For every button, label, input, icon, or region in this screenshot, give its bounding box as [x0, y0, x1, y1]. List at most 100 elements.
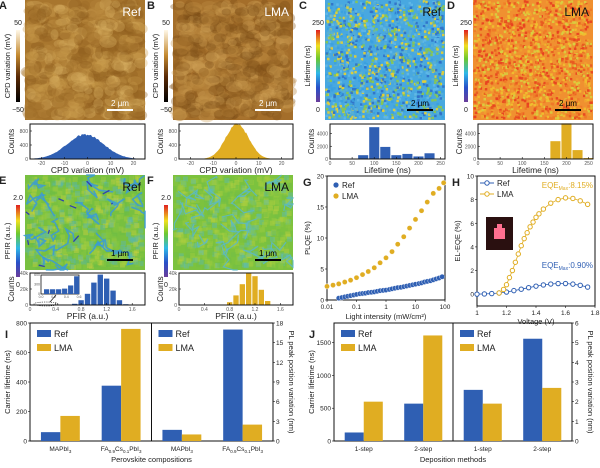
pixel	[545, 96, 549, 100]
pixel	[583, 0, 587, 4]
pixel	[331, 23, 335, 26]
pixel	[429, 96, 432, 99]
grain	[99, 109, 108, 118]
pixel	[408, 90, 411, 94]
pixel	[510, 103, 514, 106]
pixel	[427, 51, 431, 54]
pixel	[367, 72, 371, 75]
grain	[26, 18, 42, 31]
pixel	[555, 97, 559, 100]
pixel	[495, 63, 499, 67]
grain	[124, 96, 141, 110]
grain	[40, 82, 54, 92]
pixel	[380, 5, 384, 9]
pixel	[553, 31, 556, 35]
grain	[51, 95, 68, 109]
grain	[103, 82, 113, 90]
pixel	[436, 28, 440, 31]
grain	[85, 80, 101, 90]
pixel	[549, 35, 552, 38]
pixel	[345, 26, 348, 30]
grain	[118, 100, 132, 109]
pixel	[560, 81, 564, 84]
pixel	[522, 23, 526, 26]
pixel	[482, 73, 485, 76]
pixel	[526, 60, 530, 64]
pixel	[325, 105, 328, 108]
pixel	[420, 95, 423, 98]
grain	[62, 76, 72, 85]
pixel	[384, 112, 388, 115]
pixel	[379, 105, 382, 108]
pixel	[413, 39, 417, 42]
pixel	[489, 65, 492, 68]
pixel	[547, 15, 550, 19]
grain	[106, 6, 118, 14]
pixel	[340, 116, 343, 119]
pixel	[473, 107, 477, 110]
grain	[40, 110, 52, 121]
pixel	[376, 53, 380, 57]
pixel	[515, 13, 519, 17]
pixel	[325, 12, 328, 16]
grain	[70, 72, 87, 83]
pixel	[570, 70, 574, 74]
pixel	[571, 38, 574, 41]
pixel	[581, 29, 585, 32]
pixel	[582, 113, 586, 116]
pixel	[361, 90, 365, 93]
grain	[130, 100, 143, 111]
grain	[93, 27, 105, 38]
pixel	[545, 69, 548, 72]
y-axis-label: Counts	[455, 129, 464, 154]
grain	[201, 111, 212, 120]
grain	[62, 60, 77, 68]
pixel	[524, 89, 527, 92]
grain	[76, 3, 89, 13]
pixel	[401, 4, 405, 8]
grain	[67, 54, 82, 66]
grain	[93, 28, 104, 39]
grain	[98, 23, 115, 31]
pixel	[333, 94, 336, 97]
pixel	[428, 117, 431, 120]
pixel	[588, 40, 592, 43]
pixel	[477, 69, 481, 72]
pixel	[439, 26, 443, 30]
grain	[83, 77, 95, 89]
pixel	[478, 85, 481, 89]
pixel	[352, 84, 356, 88]
grain	[56, 17, 72, 30]
grain	[103, 102, 121, 116]
grain	[95, 19, 112, 30]
grain	[41, 46, 53, 56]
grain	[44, 92, 54, 99]
pixel	[531, 54, 535, 57]
grain	[68, 41, 79, 55]
pixel	[534, 81, 537, 84]
pixel	[475, 14, 479, 18]
pixel	[473, 20, 477, 24]
pixel	[441, 108, 444, 112]
pixel	[371, 27, 374, 30]
grain	[41, 50, 57, 62]
pixel	[542, 66, 546, 70]
pixel	[584, 28, 588, 31]
grain	[83, 57, 92, 67]
pixel	[409, 55, 412, 59]
pixel	[560, 27, 563, 30]
grain	[113, 0, 126, 8]
pixel	[418, 78, 421, 82]
grain	[128, 79, 145, 88]
pixel	[410, 80, 414, 83]
x-axis-label: CPD variation (mV)	[199, 165, 272, 175]
pixel	[589, 95, 593, 99]
pixel	[427, 28, 430, 31]
grain	[128, 97, 146, 109]
grain	[117, 22, 135, 35]
y-tick-label: 0	[25, 157, 28, 163]
pixel	[361, 9, 364, 13]
grain	[92, 63, 103, 71]
pixel	[577, 81, 581, 85]
